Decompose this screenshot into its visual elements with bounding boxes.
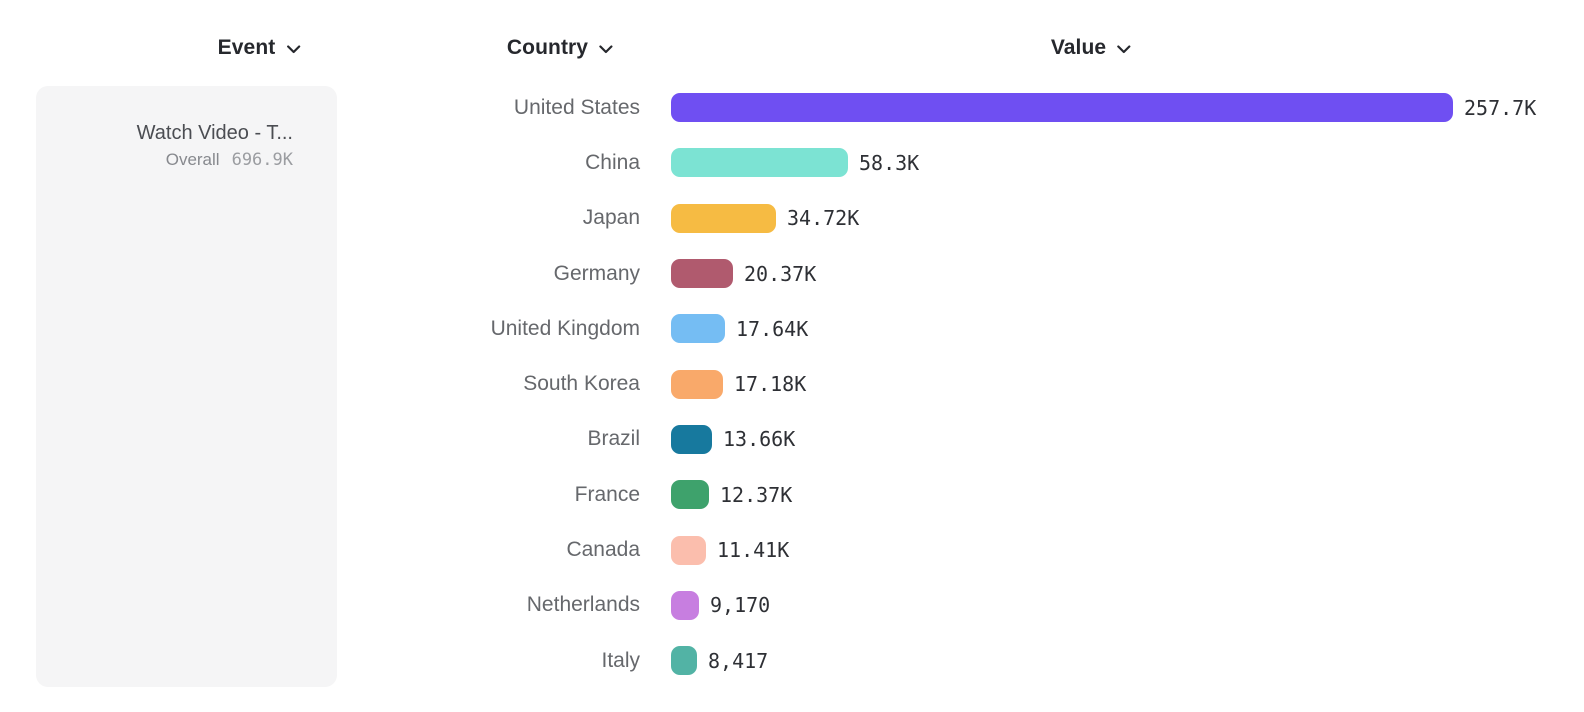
table-row: France 12.37K xyxy=(0,467,1584,522)
value-label: 9,170 xyxy=(710,593,771,618)
country-bar-list: United States 257.7K China 58.3K Japan 34.72K… xyxy=(0,80,1584,688)
table-row: Italy 8,417 xyxy=(0,633,1584,688)
country-label: South Korea xyxy=(523,372,640,396)
country-label: Netherlands xyxy=(526,593,640,617)
value-label: 13.66K xyxy=(723,427,796,452)
value-bar[interactable] xyxy=(671,259,733,289)
table-row: United Kingdom 17.64K xyxy=(0,301,1584,356)
chevron-down-icon xyxy=(1117,42,1131,54)
country-column-header[interactable]: Country xyxy=(507,33,613,63)
value-label: 34.72K xyxy=(787,206,860,231)
overall-value: 696.9K xyxy=(231,150,293,170)
table-row: Germany 20.37K xyxy=(0,246,1584,301)
value-bar[interactable] xyxy=(671,535,706,565)
event-column-header[interactable]: Event xyxy=(218,33,301,63)
value-bar[interactable] xyxy=(671,424,712,454)
value-label: 20.37K xyxy=(744,261,817,286)
value-label: 17.18K xyxy=(734,372,807,397)
value-column-label: Value xyxy=(1050,36,1107,59)
country-label: Japan xyxy=(582,206,640,230)
value-label: 11.41K xyxy=(717,538,790,563)
event-title: Watch Video - T... xyxy=(136,122,293,144)
country-label: Brazil xyxy=(587,427,640,451)
value-bar[interactable] xyxy=(671,314,725,344)
value-label: 58.3K xyxy=(859,150,920,175)
event-column-label: Event xyxy=(217,36,276,59)
value-bar[interactable] xyxy=(671,93,1453,123)
chevron-down-icon xyxy=(286,42,300,54)
value-label: 12.37K xyxy=(720,482,793,507)
value-label: 17.64K xyxy=(736,316,809,341)
value-bar[interactable] xyxy=(671,369,723,399)
value-label: 8,417 xyxy=(708,648,769,673)
country-label: Italy xyxy=(601,648,640,672)
value-bar[interactable] xyxy=(671,590,699,620)
event-overall: Overall 696.9K xyxy=(56,150,293,170)
value-bar[interactable] xyxy=(671,203,776,233)
country-column-label: Country xyxy=(506,36,589,59)
chevron-down-icon xyxy=(599,42,613,54)
table-row: Canada 11.41K xyxy=(0,522,1584,577)
country-label: United Kingdom xyxy=(490,316,640,340)
country-label: China xyxy=(585,150,640,174)
country-label: France xyxy=(574,482,640,506)
overall-label: Overall xyxy=(165,150,220,169)
table-row: Japan 34.72K xyxy=(0,191,1584,246)
value-column-header[interactable]: Value xyxy=(1051,33,1131,63)
table-row: Brazil 13.66K xyxy=(0,412,1584,467)
value-label: 257.7K xyxy=(1464,95,1537,120)
table-row: South Korea 17.18K xyxy=(0,356,1584,411)
country-label: Canada xyxy=(566,538,640,562)
value-bar[interactable] xyxy=(671,480,709,510)
country-label: United States xyxy=(513,95,640,119)
country-label: Germany xyxy=(553,261,640,285)
value-bar[interactable] xyxy=(671,148,848,178)
table-row: Netherlands 9,170 xyxy=(0,578,1584,633)
table-row: China 58.3K xyxy=(0,135,1584,190)
value-bar[interactable] xyxy=(671,646,697,676)
table-row: United States 257.7K xyxy=(0,80,1584,135)
event-card[interactable]: Watch Video - T... Overall 696.9K xyxy=(36,86,337,687)
